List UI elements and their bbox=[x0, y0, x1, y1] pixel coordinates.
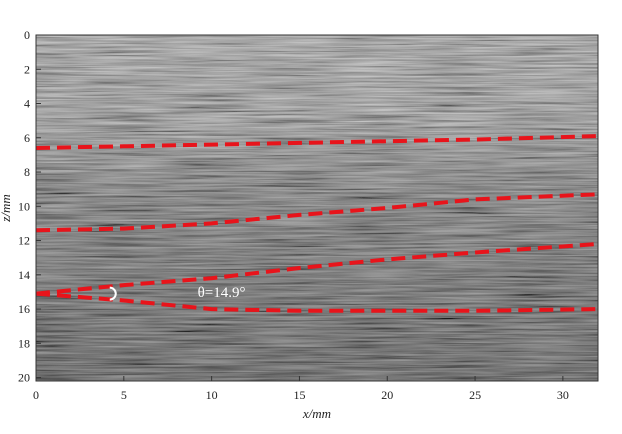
x-tick-label: 5 bbox=[121, 388, 127, 402]
x-tick-label: 25 bbox=[469, 388, 481, 402]
y-tick-label: 12 bbox=[18, 234, 30, 248]
y-tick-label: 10 bbox=[18, 199, 30, 213]
y-tick-label: 8 bbox=[24, 165, 30, 179]
y-tick-label: 6 bbox=[24, 131, 30, 145]
y-tick-label: 4 bbox=[24, 97, 30, 111]
x-axis-label: x/mm bbox=[302, 406, 331, 421]
boundary-line-2 bbox=[36, 192, 598, 233]
x-axis: 0 5 10 15 20 25 30 bbox=[33, 376, 569, 402]
x-tick-label: 0 bbox=[33, 388, 39, 402]
plot-frame bbox=[35, 34, 599, 382]
angle-annotation: θ=14.9° bbox=[198, 285, 246, 301]
y-axis-label: z/mm bbox=[0, 194, 13, 222]
y-tick-label: 16 bbox=[18, 302, 30, 316]
boundary-line-4 bbox=[36, 291, 598, 313]
boundary-line-3 bbox=[36, 242, 598, 296]
x-tick-label: 30 bbox=[557, 388, 569, 402]
y-tick-label: 20 bbox=[18, 371, 30, 385]
y-tick-label: 18 bbox=[18, 336, 30, 350]
y-tick-label: 0 bbox=[24, 28, 30, 42]
dashed-boundary-lines bbox=[36, 134, 598, 313]
angle-arc bbox=[109, 286, 117, 301]
y-tick-label: 2 bbox=[24, 62, 30, 76]
x-tick-label: 20 bbox=[381, 388, 393, 402]
y-tick-label: 14 bbox=[18, 268, 30, 282]
y-axis: 0 2 4 6 8 10 12 14 16 18 20 bbox=[18, 28, 41, 385]
x-tick-label: 15 bbox=[293, 388, 305, 402]
boundary-line-1 bbox=[36, 134, 598, 150]
x-tick-label: 10 bbox=[206, 388, 218, 402]
ultrasound-image bbox=[36, 35, 598, 381]
